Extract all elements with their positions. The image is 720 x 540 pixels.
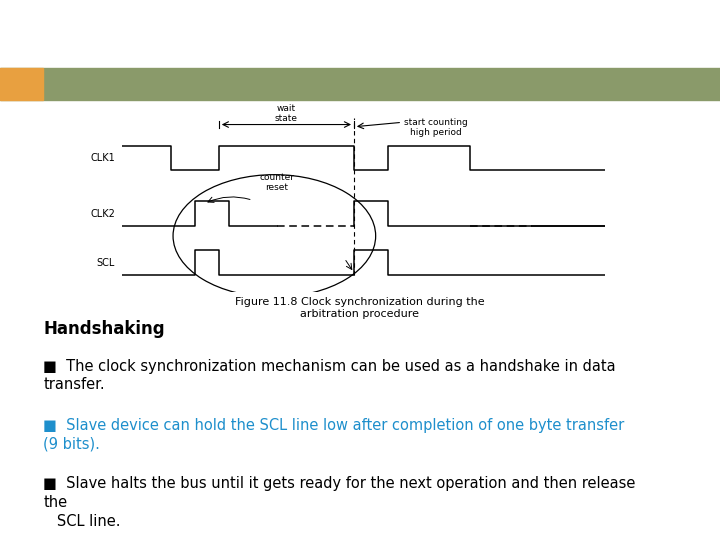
Text: ■  The clock synchronization mechanism can be used as a handshake in data
transf: ■ The clock synchronization mechanism ca… [43, 359, 616, 392]
Text: Figure 11.8 Clock synchronization during the
arbitration procedure: Figure 11.8 Clock synchronization during… [235, 297, 485, 319]
Text: counter
reset: counter reset [259, 173, 294, 192]
Text: wait
state: wait state [275, 104, 298, 124]
Text: Handshaking: Handshaking [43, 320, 165, 338]
Text: CLK1: CLK1 [91, 153, 115, 163]
Text: start counting
high period: start counting high period [404, 118, 468, 137]
Text: ■  Slave device can hold the SCL line low after completion of one byte transfer
: ■ Slave device can hold the SCL line low… [43, 417, 624, 451]
Text: ■  Slave halts the bus until it gets ready for the next operation and then relea: ■ Slave halts the bus until it gets read… [43, 476, 636, 529]
Text: SCL: SCL [96, 258, 115, 268]
Text: CLK2: CLK2 [90, 208, 115, 219]
